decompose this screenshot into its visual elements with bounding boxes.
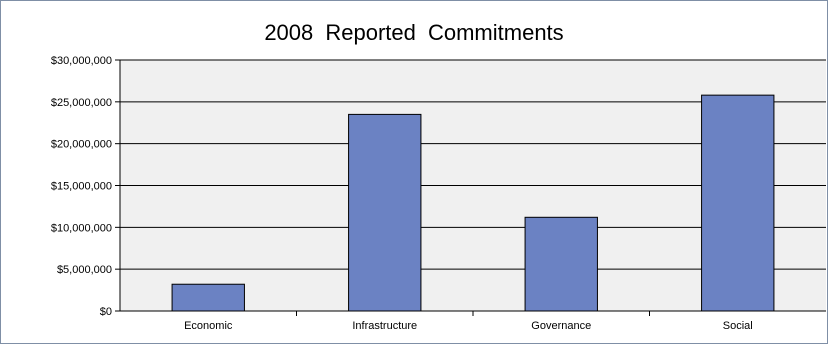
bar-infrastructure <box>348 113 422 312</box>
bar-economic <box>171 283 245 312</box>
bar-social <box>701 94 775 312</box>
y-tick-label: $30,000,000 <box>51 55 112 67</box>
y-tick-label: $5,000,000 <box>57 264 112 276</box>
x-tick-label: Economic <box>184 320 233 332</box>
bar-governance <box>524 216 598 312</box>
y-tick-label: $15,000,000 <box>51 181 112 193</box>
x-tick-label: Social <box>723 320 753 332</box>
y-tick-label: $10,000,000 <box>51 222 112 234</box>
x-tick-label: Infrastructure <box>352 320 417 332</box>
y-tick-label: $20,000,000 <box>51 139 112 151</box>
x-tick-label: Governance <box>531 320 591 332</box>
y-tick-label: $0 <box>100 306 112 318</box>
chart-title: 2008 Reported Commitments <box>264 20 564 45</box>
y-tick-label: $25,000,000 <box>51 97 112 109</box>
